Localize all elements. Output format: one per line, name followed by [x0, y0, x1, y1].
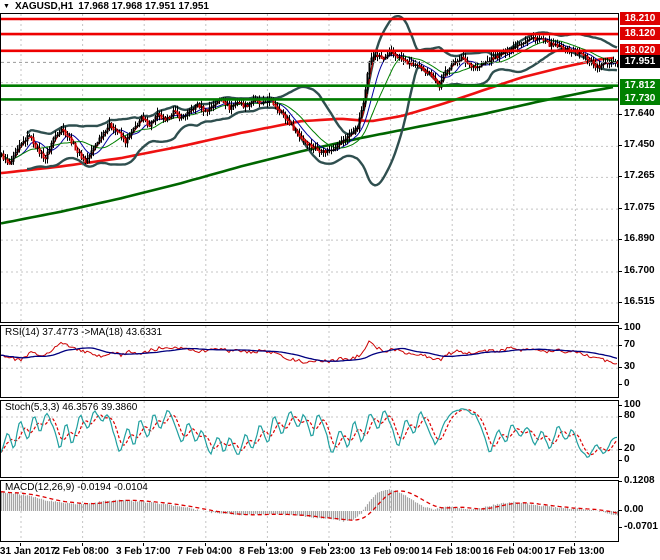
- time-tick-mark: [204, 543, 206, 546]
- price-tick-label: 16.890: [624, 233, 655, 244]
- macd-histogram: [1, 489, 618, 522]
- main-chart-svg[interactable]: [1, 14, 618, 322]
- time-label: 13 Feb 09:00: [359, 546, 420, 557]
- time-tick-mark: [512, 543, 514, 546]
- stochastic-svg[interactable]: [1, 401, 618, 477]
- time-label: 2 Feb 08:00: [54, 546, 109, 557]
- stoch-tick-label: 20: [624, 443, 636, 454]
- price-axis[interactable]: 17.640 17.450 17.265 17.075 16.890 16.700 16.5…: [619, 0, 660, 560]
- time-tick-mark: [328, 543, 329, 546]
- macd-svg[interactable]: [1, 481, 618, 541]
- rsi-tick-label: 30: [624, 361, 636, 372]
- axis-tick-mark: [619, 367, 622, 368]
- chart-title-bar: ▼ XAGUSD,H1 17.968 17.968 17.951 17.951: [0, 0, 619, 13]
- chart-ohlc-values: 17.968 17.968 17.951 17.951: [78, 1, 209, 12]
- axis-tick-mark: [619, 384, 622, 385]
- price-tick-label: 17.450: [624, 139, 655, 150]
- price-tick-label: 17.640: [624, 108, 655, 119]
- macd-tick-label: 0.1208: [624, 475, 655, 486]
- axis-tick-mark: [619, 328, 622, 329]
- axis-tick-mark: [619, 271, 622, 272]
- time-label: 9 Feb 23:00: [300, 546, 356, 557]
- stoch-tick-label: 100: [624, 399, 641, 410]
- price-level-badge: 18.120: [620, 27, 660, 40]
- rsi-line: [1, 340, 618, 365]
- price-level-badge: 17.730: [620, 92, 660, 105]
- time-label: 31 Jan 2017: [0, 546, 57, 557]
- axis-tick-mark: [619, 460, 622, 461]
- time-label: 7 Feb 04:00: [177, 546, 233, 557]
- macd-panel[interactable]: MACD(12,26,9) -0.0194 -0.0104: [0, 480, 619, 542]
- symbol-dropdown-icon[interactable]: ▼: [3, 3, 10, 10]
- time-label: 8 Feb 13:00: [239, 546, 294, 557]
- axis-tick-mark: [619, 176, 622, 177]
- bollinger-lower-band: [27, 47, 618, 187]
- rsi-tick-label: 100: [624, 322, 641, 333]
- time-axis[interactable]: 31 Jan 2017 2 Feb 08:00 3 Feb 17:00 7 Feb 0…: [0, 543, 619, 560]
- axis-tick-mark: [619, 510, 622, 511]
- rsi-tick-label: 0: [624, 378, 630, 389]
- time-tick-mark: [20, 543, 21, 546]
- axis-tick-mark: [619, 145, 622, 146]
- price-tick-label: 17.075: [624, 202, 655, 213]
- chart-symbol-timeframe: XAGUSD,H1: [14, 1, 74, 12]
- time-tick-mark: [389, 543, 391, 546]
- axis-tick-mark: [619, 114, 622, 115]
- macd-tick-label: -0.0701: [624, 521, 658, 532]
- rsi-ma-line: [1, 347, 618, 362]
- macd-signal-line: [1, 490, 618, 521]
- axis-tick-mark: [619, 345, 622, 346]
- moving-average-thin-line: [1, 40, 618, 161]
- price-level-badge: 18.210: [620, 12, 660, 25]
- time-tick-mark: [143, 543, 145, 546]
- moving-average-line: [1, 85, 614, 225]
- axis-tick-mark: [619, 481, 622, 482]
- axis-tick-mark: [619, 239, 622, 240]
- price-tick-label: 17.265: [624, 170, 655, 181]
- price-level-badge: 17.812: [620, 79, 660, 92]
- macd-tick-label: 0.00: [624, 504, 644, 515]
- stoch-tick-label: 80: [624, 410, 636, 421]
- time-label: 14 Feb 18:00: [421, 546, 482, 557]
- time-tick-mark: [451, 543, 453, 546]
- axis-tick-mark: [619, 302, 622, 303]
- time-tick-mark: [81, 543, 83, 546]
- stoch-k-line: [1, 408, 618, 459]
- price-level-badge: 18.020: [620, 44, 660, 57]
- time-tick-mark: [266, 543, 268, 546]
- stochastic-panel[interactable]: Stoch(5,3,3) 46.3576 39.3860: [0, 400, 619, 478]
- stoch-tick-label: 0: [624, 454, 630, 465]
- price-tick-label: 16.700: [624, 265, 655, 276]
- axis-tick-mark: [619, 208, 622, 209]
- axis-tick-mark: [619, 416, 622, 417]
- time-tick-mark: [574, 543, 576, 546]
- time-label: 16 Feb 04:00: [482, 546, 543, 557]
- axis-tick-mark: [619, 527, 622, 528]
- price-tick-label: 16.515: [624, 296, 655, 307]
- time-label: 3 Feb 17:00: [115, 546, 171, 557]
- main-chart-panel[interactable]: [0, 13, 619, 323]
- rsi-panel[interactable]: RSI(14) 37.4773 ->MA(18) 43.6331: [0, 325, 619, 398]
- time-label: 17 Feb 13:00: [544, 546, 605, 557]
- axis-tick-mark: [619, 449, 622, 450]
- axis-tick-mark: [619, 405, 622, 406]
- stoch-d-line: [1, 408, 618, 456]
- price-level-badge: 17.951: [620, 55, 660, 68]
- moving-average-line: [1, 56, 614, 175]
- rsi-svg[interactable]: [1, 326, 618, 397]
- rsi-tick-label: 70: [624, 339, 636, 350]
